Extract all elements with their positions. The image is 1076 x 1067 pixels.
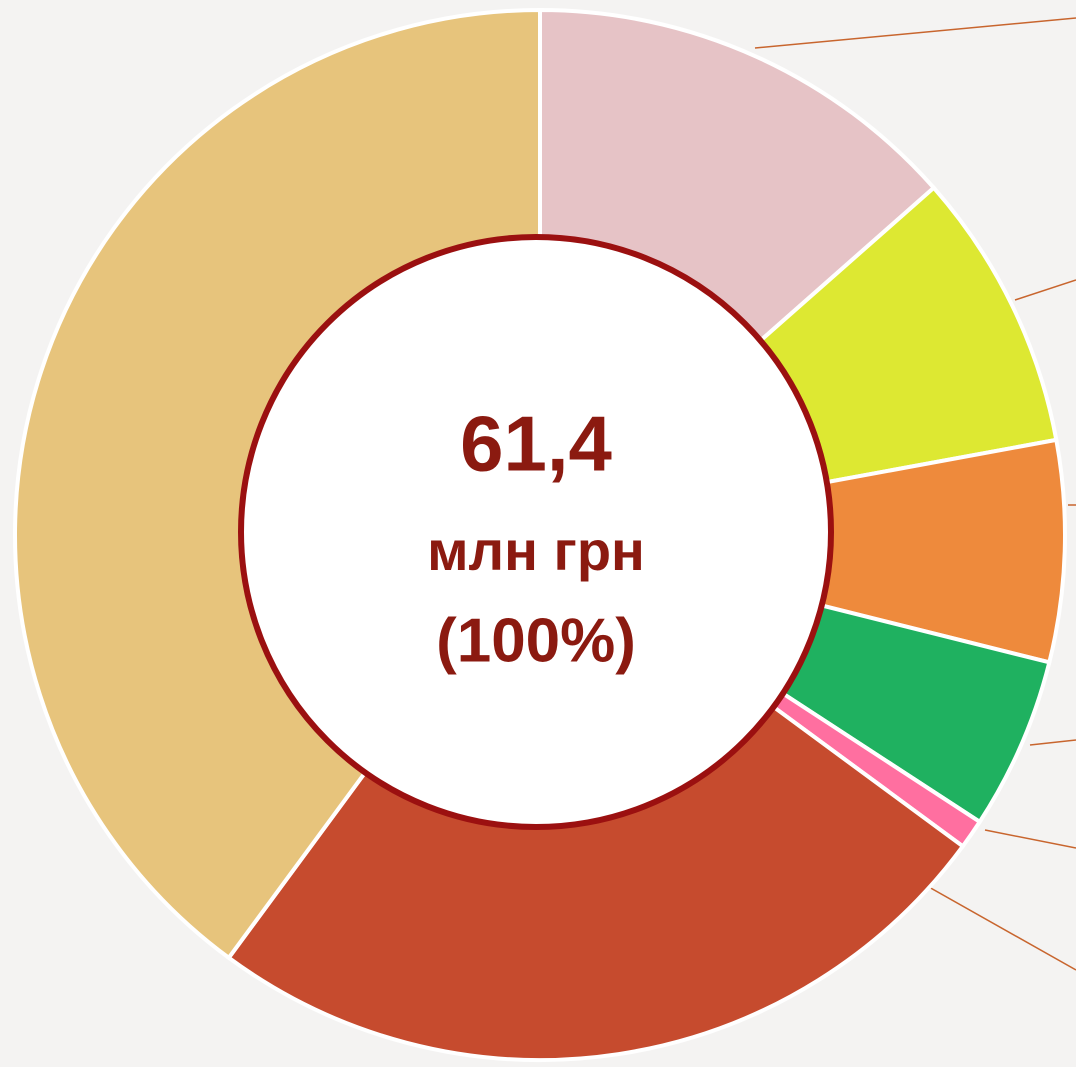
center-percent: (100%) (436, 606, 636, 675)
leader-line (1029, 739, 1076, 746)
leader-line (1014, 279, 1076, 301)
leader-line (919, 881, 1076, 971)
leader-line (984, 829, 1076, 849)
leader-lines (754, 17, 1076, 971)
leader-line (754, 17, 1076, 49)
center-unit: млн грн (427, 519, 645, 582)
donut-hole (238, 234, 834, 830)
center-value: 61,4 (460, 400, 612, 488)
